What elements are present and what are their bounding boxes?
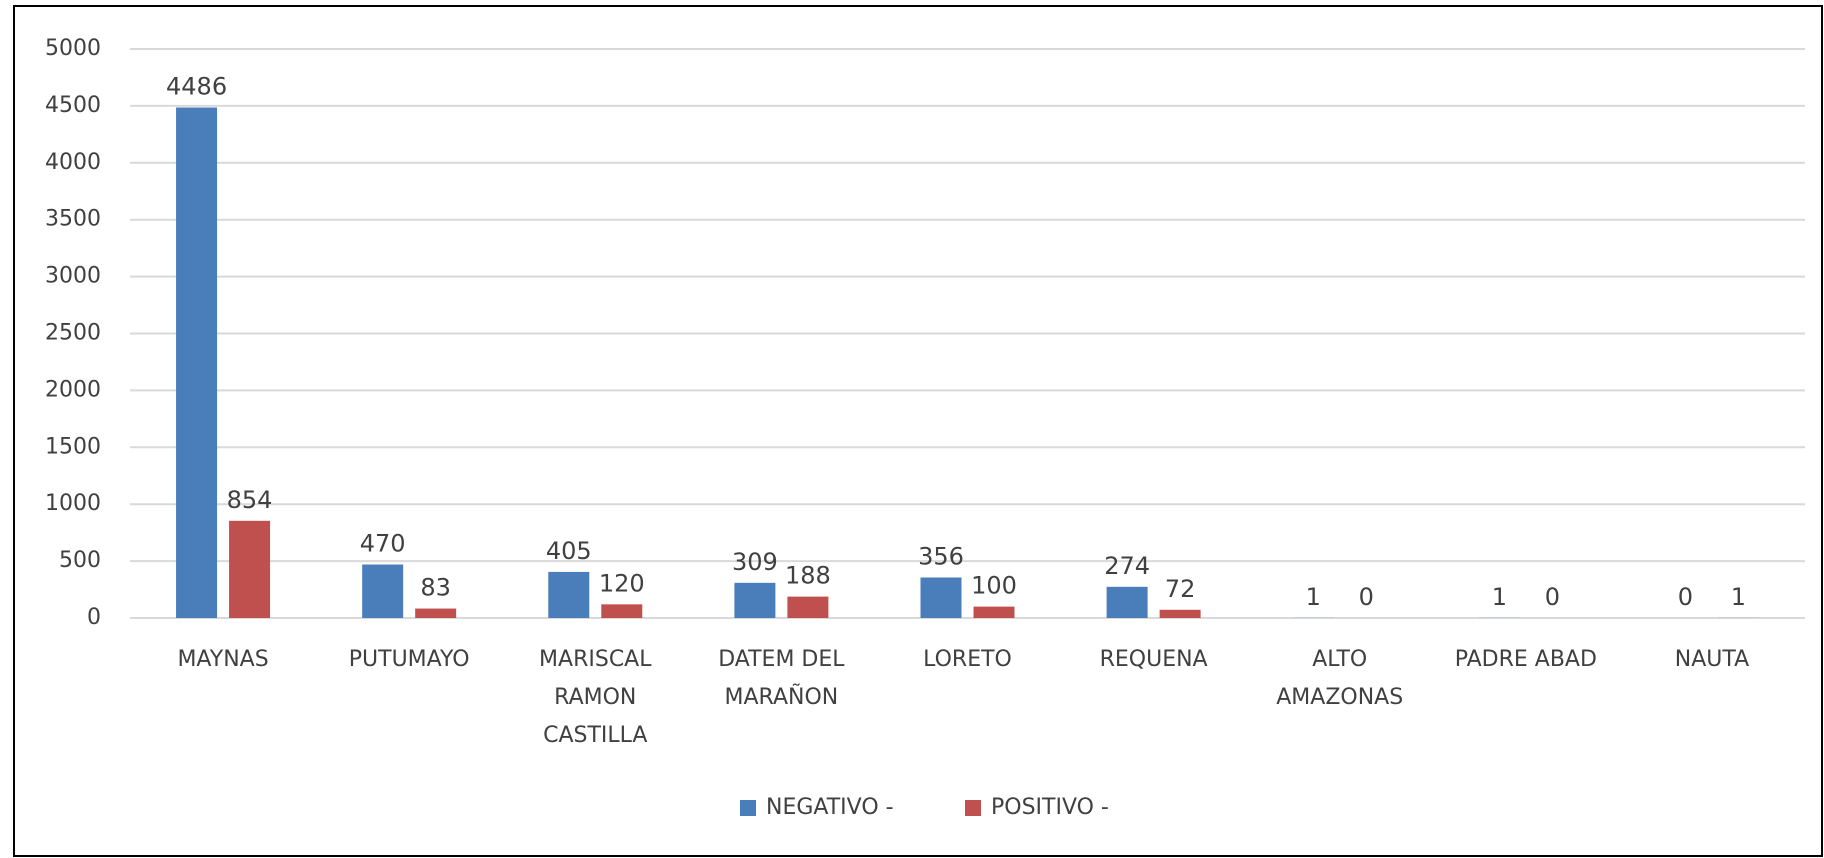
bar xyxy=(229,520,271,618)
chart-border xyxy=(13,5,1823,857)
data-label: 1 xyxy=(1731,583,1746,611)
data-label: 72 xyxy=(1165,575,1196,603)
data-label: 405 xyxy=(546,537,592,565)
bar xyxy=(973,606,1015,618)
data-label: 4486 xyxy=(166,72,227,100)
bar xyxy=(1159,609,1201,618)
y-tick-label: 4000 xyxy=(45,150,101,175)
bar xyxy=(601,604,643,618)
bar xyxy=(415,608,457,618)
x-tick-label: PUTUMAYO xyxy=(349,647,470,672)
x-tick-label: NAUTA xyxy=(1675,647,1749,672)
legend-swatch xyxy=(965,800,981,816)
data-label: 0 xyxy=(1359,583,1374,611)
data-label: 0 xyxy=(1678,583,1693,611)
data-label: 309 xyxy=(732,548,778,576)
data-label: 274 xyxy=(1104,552,1150,580)
bar xyxy=(362,564,404,618)
bar xyxy=(734,582,776,618)
data-label: 1 xyxy=(1492,583,1507,611)
data-label: 470 xyxy=(360,530,406,558)
data-label: 188 xyxy=(785,562,831,590)
data-label: 356 xyxy=(918,542,964,570)
data-label: 120 xyxy=(599,569,645,597)
y-tick-label: 3500 xyxy=(45,207,101,232)
x-tick-label: ALTO AMAZONAS xyxy=(1276,647,1403,710)
y-tick-label: 1000 xyxy=(45,491,101,516)
bar xyxy=(920,577,962,618)
y-tick-label: 2500 xyxy=(45,321,101,346)
y-tick-label: 4500 xyxy=(45,93,101,118)
legend-label: POSITIVO - xyxy=(991,795,1109,820)
x-tick-label: PADRE ABAD xyxy=(1455,647,1597,672)
bar xyxy=(548,571,590,618)
y-tick-label: 5000 xyxy=(45,36,101,61)
y-tick-label: 0 xyxy=(87,605,101,630)
x-tick-label: MAYNAS xyxy=(177,647,268,672)
data-label: 1 xyxy=(1306,583,1321,611)
y-tick-label: 3000 xyxy=(45,264,101,289)
y-tick-label: 500 xyxy=(59,548,101,573)
bar xyxy=(787,596,829,618)
bar xyxy=(176,107,218,619)
legend-label: NEGATIVO - xyxy=(766,795,894,820)
y-tick-label: 1500 xyxy=(45,434,101,459)
bar xyxy=(1106,586,1148,618)
x-tick-label: REQUENA xyxy=(1100,647,1208,672)
data-label: 854 xyxy=(227,486,273,514)
y-tick-label: 2000 xyxy=(45,377,101,402)
data-label: 0 xyxy=(1545,583,1560,611)
legend-swatch xyxy=(740,800,756,816)
x-tick-label: DATEM DEL MARAÑON xyxy=(718,647,845,710)
x-tick-label: MARISCAL RAMON CASTILLA xyxy=(539,647,652,748)
x-tick-label: LORETO xyxy=(923,647,1012,672)
data-label: 100 xyxy=(971,572,1017,600)
data-label: 83 xyxy=(420,574,451,602)
